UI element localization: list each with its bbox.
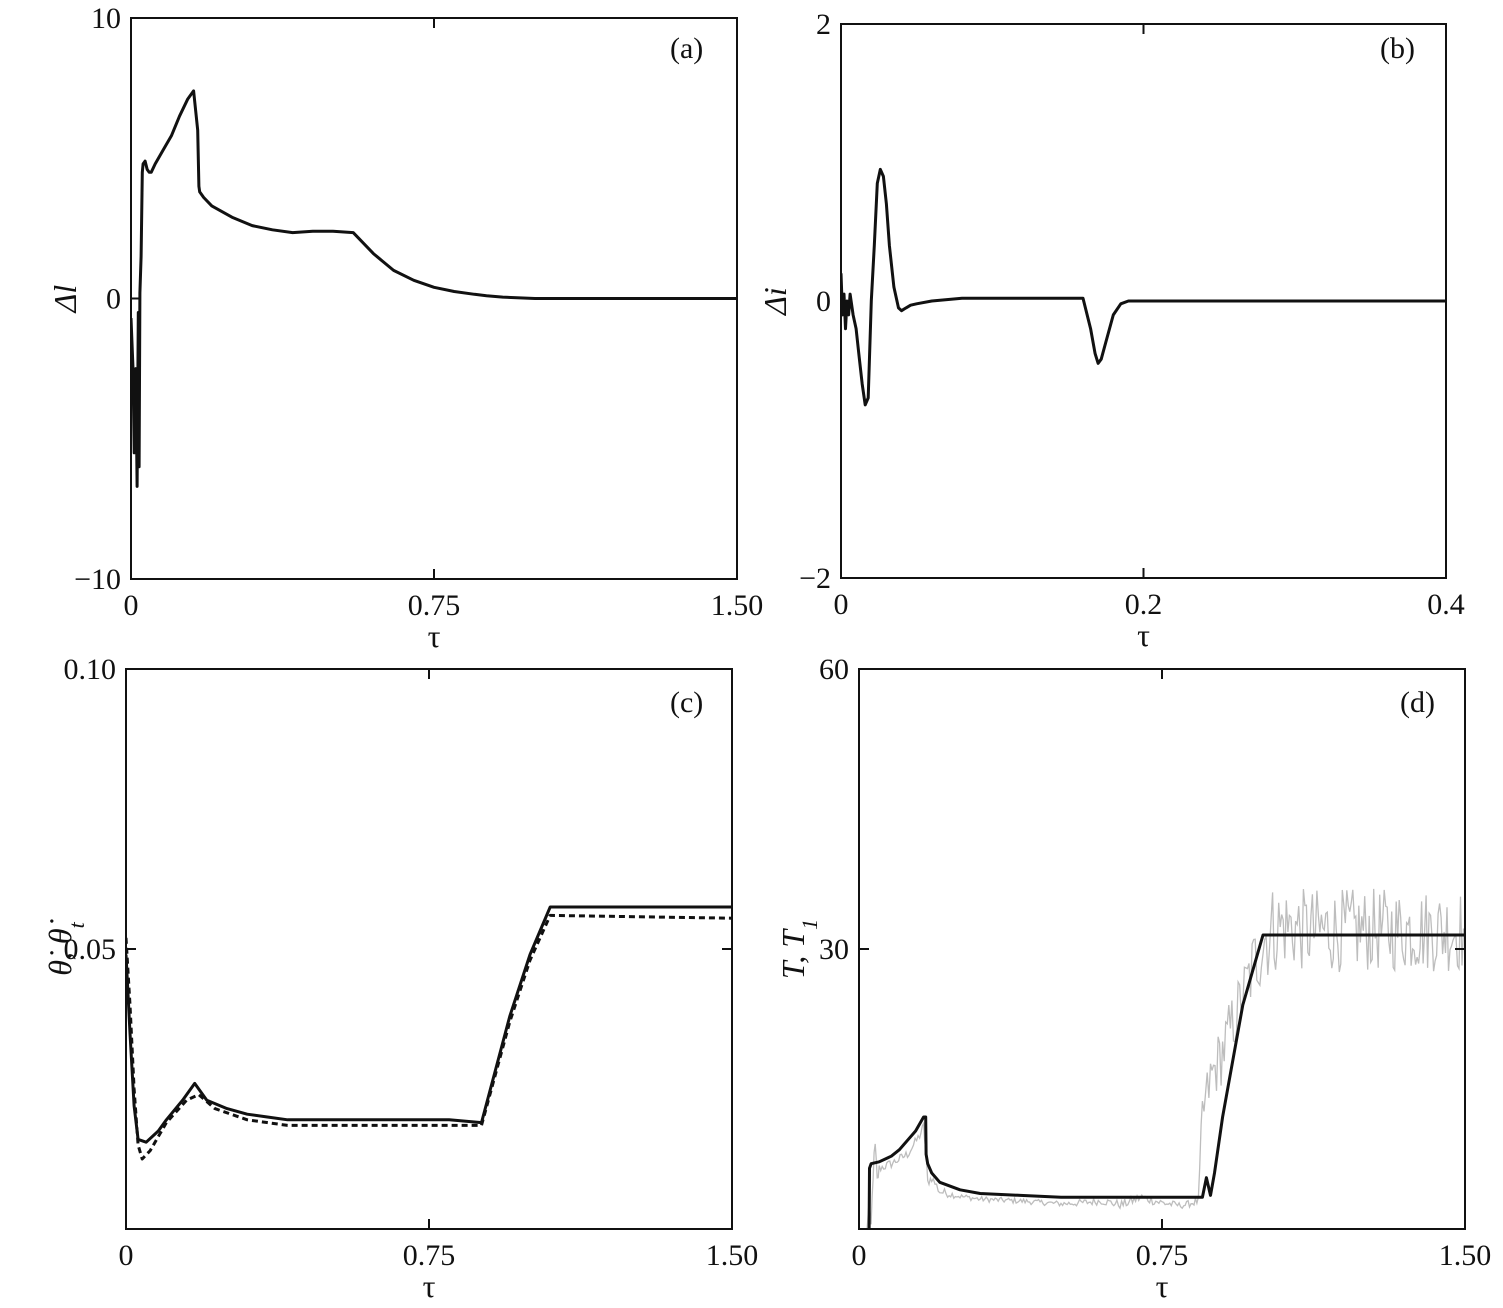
- y-tick-label: −10: [74, 563, 121, 596]
- y-tick-label: 0: [816, 285, 831, 318]
- plot-frame: [858, 668, 1466, 1230]
- y-axis-label: T, T1: [775, 919, 822, 979]
- x-tick-label: 0: [119, 1239, 134, 1272]
- panel-tag: (c): [670, 686, 703, 719]
- y-tick-label: 30: [819, 933, 849, 966]
- x-tick-label: 1.50: [711, 589, 764, 622]
- x-axis-label: τ: [423, 1268, 436, 1304]
- x-tick-label: 0.4: [1427, 588, 1465, 621]
- panel-tag: (a): [670, 32, 703, 65]
- panel-tag: (b): [1380, 32, 1415, 65]
- x-tick-label: 0.75: [1136, 1239, 1189, 1272]
- x-tick-label: 0.75: [403, 1239, 456, 1272]
- x-tick-label: 0.2: [1125, 588, 1163, 621]
- x-tick-label: 1.50: [1439, 1239, 1492, 1272]
- y-tick-label: 0.05: [64, 933, 117, 966]
- y-tick-label: −2: [799, 562, 831, 595]
- series-line-1: [867, 933, 1465, 1229]
- y-tick-label: 2: [816, 8, 831, 41]
- y-tick-label: 0: [106, 283, 121, 316]
- series-line-1: [126, 913, 732, 1161]
- series-line-0: [126, 905, 732, 1144]
- x-axis-label: τ: [428, 618, 441, 654]
- panel-tag: (d): [1400, 686, 1435, 719]
- y-tick-label: 10: [91, 2, 121, 35]
- y-axis-label: Δl: [47, 285, 83, 315]
- series-line-0: [841, 167, 1446, 407]
- y-tick-label: 60: [819, 653, 849, 686]
- x-tick-label: 1.50: [706, 1239, 759, 1272]
- y-tick-label: 0.10: [64, 653, 117, 686]
- series-line-0: [866, 888, 1465, 1229]
- x-axis-label: τ: [1137, 617, 1150, 653]
- x-axis-label: τ: [1156, 1268, 1169, 1304]
- x-tick-label: 0.75: [408, 589, 461, 622]
- x-tick-label: 0: [834, 588, 849, 621]
- panel-d: 0 0.75 1.50 30 60 τ T, T1 (d): [775, 653, 1491, 1304]
- y-axis-label-subscript: 1: [797, 919, 822, 930]
- x-tick-label: 0: [124, 589, 139, 622]
- x-tick-label: 0: [852, 1239, 867, 1272]
- series-line-0: [131, 89, 737, 488]
- plot-frame: [125, 668, 733, 1230]
- y-axis-label: Δi: [757, 287, 793, 317]
- y-axis-label-subscript: t: [64, 921, 89, 928]
